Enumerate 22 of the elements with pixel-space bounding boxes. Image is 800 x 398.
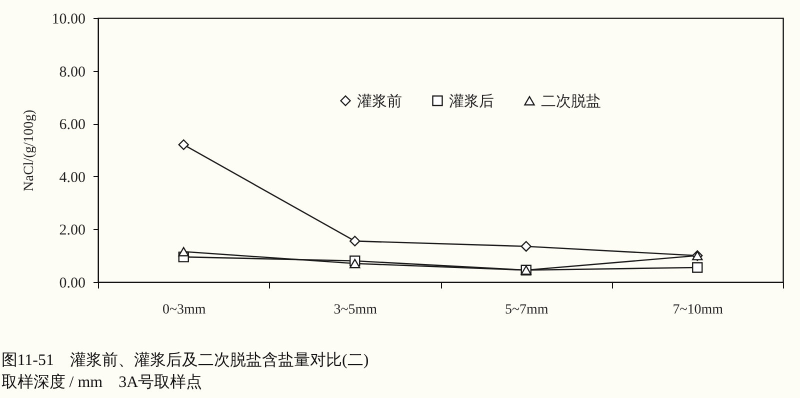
legend-label: 二次脱盐	[541, 92, 601, 110]
point	[178, 139, 189, 150]
point	[520, 241, 532, 252]
text: 取样深度 / mm 3A号取样点	[1, 373, 202, 391]
y-tick-label: 10.00	[52, 12, 86, 28]
legend-label: 灌浆后	[449, 92, 494, 110]
point	[350, 258, 360, 268]
x-tick-label: 7~10mm	[672, 302, 724, 318]
point	[178, 246, 189, 256]
text: 图11-51 灌浆前、灌浆后及二次脱盐含盐量对比(二)	[1, 351, 369, 369]
y-tick-label: 0.00	[59, 276, 86, 292]
y-tick-label: 6.00	[59, 117, 86, 134]
point	[692, 262, 703, 273]
x-tick-label: 5~7mm	[504, 302, 548, 318]
legend-label: 灌浆前	[357, 92, 402, 110]
y-axis-title: NaCl/(g/100g)	[22, 109, 37, 192]
y-tick-label: 2.00	[59, 222, 86, 239]
point	[350, 236, 360, 246]
y-tick-label: 4.00	[59, 170, 86, 186]
y-tick-label: 8.00	[59, 64, 86, 80]
x-tick-label: 0~3mm	[162, 302, 206, 318]
x-tick-label: 3~5mm	[334, 302, 378, 318]
